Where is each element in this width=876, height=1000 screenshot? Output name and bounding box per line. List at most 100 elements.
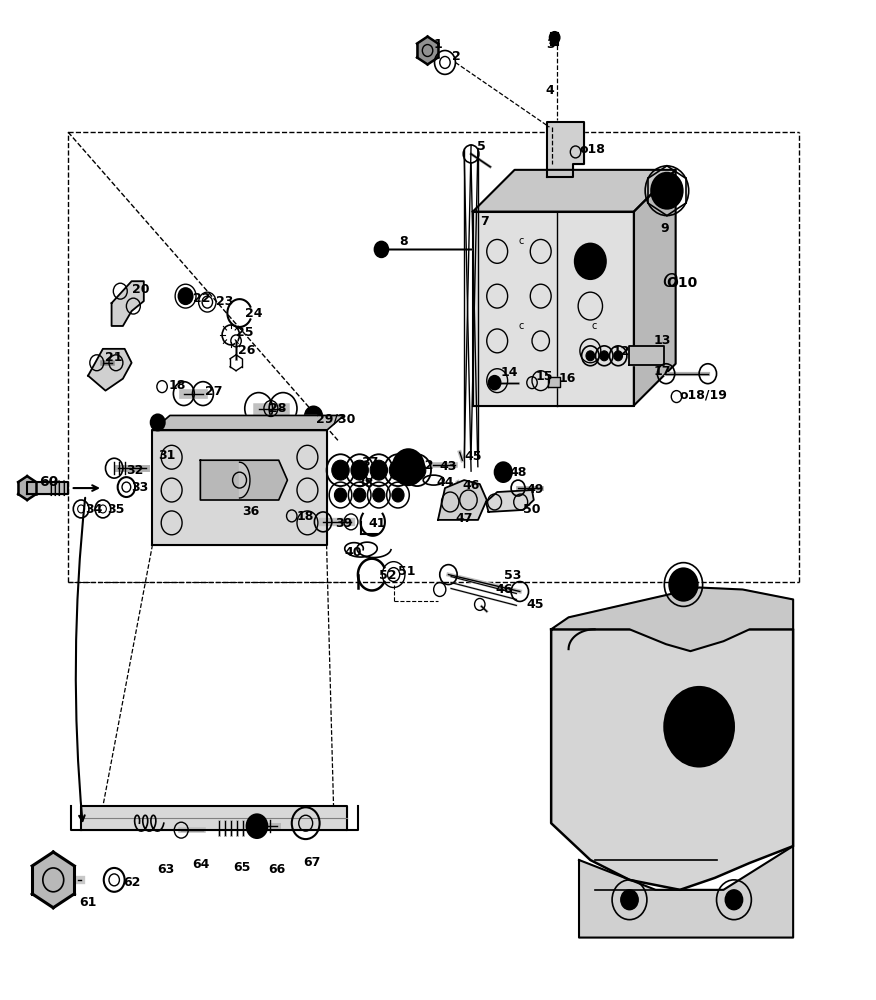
Text: c: c: [518, 236, 523, 246]
Circle shape: [370, 460, 387, 480]
Text: 8: 8: [399, 235, 407, 248]
Text: 64: 64: [193, 858, 210, 871]
Text: 36: 36: [242, 505, 259, 518]
Circle shape: [151, 414, 165, 430]
Circle shape: [725, 890, 743, 910]
Text: 39: 39: [336, 517, 352, 530]
Text: 51: 51: [398, 565, 415, 578]
Text: 29/30: 29/30: [316, 413, 356, 426]
Text: O10: O10: [666, 276, 697, 290]
Circle shape: [351, 460, 369, 480]
Circle shape: [669, 569, 697, 600]
Text: 52: 52: [378, 569, 396, 582]
Text: 67: 67: [303, 856, 321, 869]
Circle shape: [489, 376, 501, 390]
Text: c: c: [592, 321, 597, 331]
Circle shape: [246, 814, 267, 838]
Text: 46: 46: [496, 583, 512, 596]
Circle shape: [332, 460, 350, 480]
Text: 60: 60: [39, 475, 59, 489]
Polygon shape: [551, 588, 793, 651]
Text: 24: 24: [244, 307, 262, 320]
Polygon shape: [579, 846, 793, 938]
Polygon shape: [27, 482, 68, 494]
Text: 53: 53: [505, 569, 521, 582]
Text: 43: 43: [440, 460, 457, 473]
Polygon shape: [32, 852, 74, 908]
Text: 18: 18: [168, 379, 186, 392]
Text: 4: 4: [545, 84, 554, 97]
Text: 63: 63: [158, 863, 175, 876]
Text: 27: 27: [205, 385, 223, 398]
Text: 37: 37: [362, 456, 378, 469]
Polygon shape: [81, 806, 347, 830]
Polygon shape: [634, 170, 675, 406]
Text: 1: 1: [434, 38, 442, 51]
Text: 35: 35: [107, 503, 124, 516]
Text: 49: 49: [526, 483, 544, 496]
Polygon shape: [88, 349, 131, 391]
Text: 33: 33: [131, 481, 149, 494]
Circle shape: [392, 488, 404, 502]
Text: 13: 13: [653, 334, 671, 347]
Polygon shape: [152, 430, 327, 545]
Text: 44: 44: [436, 476, 454, 489]
Text: 31: 31: [158, 449, 175, 462]
Polygon shape: [152, 415, 344, 430]
Text: 16: 16: [558, 372, 576, 385]
Text: 34: 34: [86, 503, 102, 516]
Text: 26: 26: [237, 344, 255, 357]
Polygon shape: [547, 122, 584, 177]
Text: 62: 62: [123, 876, 140, 889]
Circle shape: [179, 288, 193, 304]
Text: 42: 42: [416, 459, 434, 472]
Circle shape: [372, 488, 385, 502]
Text: 17: 17: [653, 365, 671, 378]
Circle shape: [408, 460, 426, 480]
Text: 22: 22: [193, 292, 210, 305]
Polygon shape: [18, 476, 36, 500]
Polygon shape: [111, 281, 144, 326]
Circle shape: [677, 702, 721, 752]
Polygon shape: [417, 37, 438, 64]
Text: 46: 46: [463, 479, 480, 492]
Circle shape: [305, 407, 322, 426]
Polygon shape: [201, 460, 287, 500]
Text: 50: 50: [523, 503, 540, 516]
Text: 38: 38: [357, 477, 373, 490]
Text: 9: 9: [661, 222, 669, 235]
Text: 3: 3: [546, 38, 555, 51]
Circle shape: [495, 462, 512, 482]
Circle shape: [575, 243, 606, 279]
Bar: [551, 33, 558, 45]
Text: 18: 18: [297, 510, 314, 523]
Circle shape: [335, 488, 347, 502]
Circle shape: [389, 460, 406, 480]
Text: 65: 65: [233, 861, 251, 874]
Circle shape: [664, 687, 734, 767]
Text: 15: 15: [535, 370, 553, 383]
Circle shape: [651, 173, 682, 209]
Text: 41: 41: [369, 517, 385, 530]
Circle shape: [374, 241, 388, 257]
Text: 47: 47: [456, 512, 473, 525]
Text: o18: o18: [579, 143, 605, 156]
Polygon shape: [438, 480, 487, 520]
Polygon shape: [551, 629, 793, 890]
Text: 66: 66: [268, 863, 286, 876]
Text: 23: 23: [216, 295, 233, 308]
Text: 5: 5: [477, 140, 486, 153]
Text: 21: 21: [105, 351, 123, 364]
Text: 12: 12: [612, 345, 630, 358]
Circle shape: [600, 351, 609, 361]
Text: c: c: [518, 321, 523, 331]
Circle shape: [621, 890, 639, 910]
Text: 2: 2: [452, 50, 461, 63]
Circle shape: [354, 488, 366, 502]
Circle shape: [549, 32, 560, 44]
Text: 32: 32: [126, 464, 144, 477]
Text: 7: 7: [480, 215, 489, 228]
Polygon shape: [486, 490, 533, 512]
Polygon shape: [239, 462, 250, 498]
Text: 40: 40: [344, 546, 362, 559]
